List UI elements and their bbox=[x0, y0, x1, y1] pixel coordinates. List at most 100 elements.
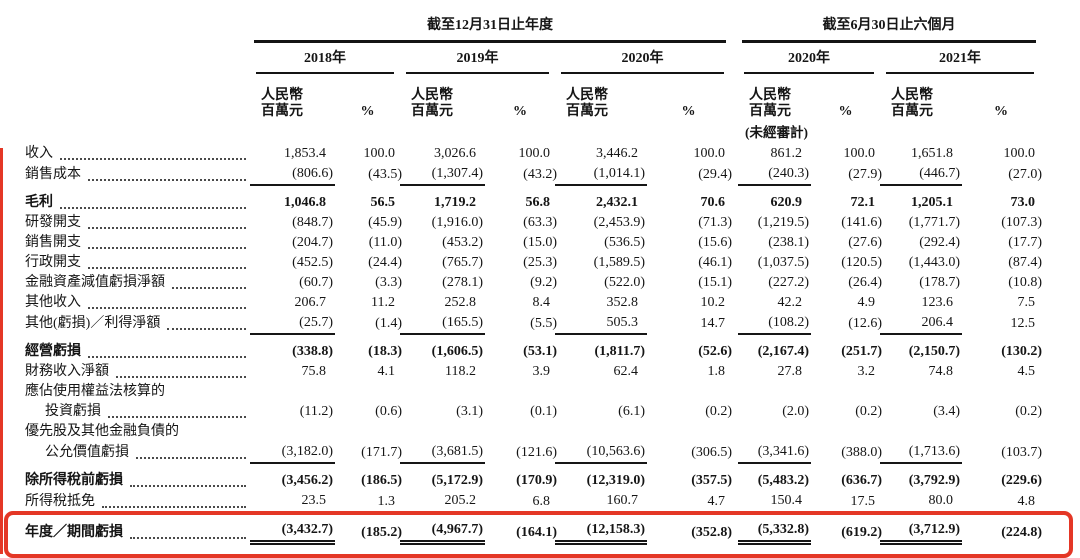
table-row: 行政開支 (452.5) (24.4) (765.7) (25.3) (1,589.5) (… bbox=[0, 253, 1042, 273]
row-label-text: 所得稅抵免 bbox=[25, 494, 95, 509]
cell-value: 3.2 bbox=[857, 364, 876, 379]
cell-value: (46.1) bbox=[698, 255, 733, 270]
year-header-row: 2018年 2019年 2020年 2020年 2021年 bbox=[0, 44, 1040, 76]
cell-value: (224.8) bbox=[1001, 524, 1043, 540]
percent-cell: (27.6) bbox=[811, 233, 882, 253]
cell-value: (3,182.0) bbox=[281, 444, 333, 459]
cell-value: (452.5) bbox=[292, 255, 333, 270]
cell-value: (3,792.9) bbox=[908, 473, 961, 488]
cell-value: 505.3 bbox=[606, 315, 639, 330]
cell-value: 352.8 bbox=[606, 295, 639, 310]
row-label: 公允價值虧損 bbox=[0, 442, 250, 464]
row-label-text: 應佔使用權益法核算的 bbox=[25, 384, 165, 399]
percent-cell: 56.5 bbox=[335, 193, 400, 213]
percent-cell: (120.5) bbox=[811, 253, 883, 273]
percent-cell: (27.0) bbox=[962, 164, 1043, 186]
percent-cell: (26.4) bbox=[811, 273, 882, 293]
cell-value: (292.4) bbox=[919, 235, 961, 250]
row-label: 銷售開支 bbox=[0, 233, 250, 253]
amount-cell: (3,681.5) bbox=[400, 442, 485, 464]
amount-cell: (1,307.4) bbox=[400, 164, 485, 186]
cell-value: 160.7 bbox=[606, 493, 639, 508]
cell-value: (185.2) bbox=[361, 524, 402, 540]
spacer-row bbox=[0, 335, 1040, 342]
percent-cell: 10.2 bbox=[647, 293, 730, 313]
cell-value: 12.5 bbox=[1010, 316, 1036, 331]
table-row: 收入 1,853.4 100.0 3,026.6 100.0 3,446.2 100.0 86… bbox=[0, 144, 1040, 164]
cell-value: (2.0) bbox=[782, 404, 810, 419]
cell-value: (165.5) bbox=[442, 315, 483, 330]
dot-leader bbox=[88, 165, 246, 181]
cell-value: (6.1) bbox=[618, 404, 645, 419]
percent-header: % bbox=[681, 104, 696, 119]
cell-value: 56.5 bbox=[370, 195, 396, 210]
cell-value: (0.6) bbox=[375, 404, 402, 419]
percent-header: % bbox=[513, 104, 527, 119]
cell-value: 1,853.4 bbox=[284, 146, 326, 161]
cell-value: (120.5) bbox=[841, 255, 883, 270]
cell-value: (43.5) bbox=[368, 167, 402, 182]
percent-cell: (0.2) bbox=[811, 402, 882, 422]
cell-value: (15.0) bbox=[523, 235, 557, 250]
amount-cell: 3,026.6 bbox=[400, 144, 485, 164]
row-label: 財務收入淨額 bbox=[0, 362, 250, 382]
cell-value: (1,037.5) bbox=[757, 255, 810, 270]
amount-cell: 42.2 bbox=[738, 293, 811, 313]
amount-cell: 620.9 bbox=[738, 193, 811, 213]
cell-value: 3,026.6 bbox=[434, 146, 476, 161]
cell-value: (15.6) bbox=[698, 235, 733, 250]
cell-value: 7.5 bbox=[1017, 295, 1036, 310]
cell-value: 17.5 bbox=[850, 494, 876, 509]
percent-cell: 100.0 bbox=[811, 144, 880, 164]
table-row: 銷售開支 (204.7) (11.0) (453.2) (15.0) (536.5) (15… bbox=[0, 233, 1042, 253]
cell-value: 3.9 bbox=[532, 364, 551, 379]
cell-value: (619.2) bbox=[841, 524, 883, 540]
cell-value: 100.0 bbox=[693, 146, 726, 161]
percent-cell: (25.3) bbox=[485, 253, 557, 273]
amount-cell: (2,167.4) bbox=[738, 342, 811, 362]
amount-cell: 1,205.1 bbox=[880, 193, 962, 213]
cell-value: 1,719.2 bbox=[434, 195, 476, 210]
percent-cell: (121.6) bbox=[485, 442, 557, 464]
table-row: 金融資產減值虧損淨額 (60.7) (3.3) (278.1) (9.2) (522.0)… bbox=[0, 273, 1042, 293]
row-label-text: 財務收入淨額 bbox=[25, 364, 109, 379]
amount-cell: (1,606.5) bbox=[400, 342, 485, 362]
amount-cell: 150.4 bbox=[738, 491, 812, 513]
percent-cell: (619.2) bbox=[811, 520, 883, 545]
cell-value: 4.5 bbox=[1017, 364, 1036, 379]
cell-value: (45.9) bbox=[368, 215, 402, 230]
percent-cell: 70.6 bbox=[647, 193, 730, 213]
cell-value: (0.1) bbox=[530, 404, 557, 419]
percent-cell: (306.5) bbox=[647, 442, 732, 464]
cell-value: (178.7) bbox=[919, 275, 961, 290]
gap-cell bbox=[730, 193, 738, 213]
cell-value: (806.6) bbox=[292, 166, 333, 181]
amount-cell: (5,483.2) bbox=[738, 471, 811, 491]
unit-header: 人民幣 百萬元 bbox=[749, 88, 792, 119]
cell-value: (3,712.9) bbox=[908, 522, 961, 537]
cell-value: (278.1) bbox=[442, 275, 483, 290]
cell-value: (170.9) bbox=[516, 473, 557, 488]
percent-cell: (0.2) bbox=[962, 402, 1043, 422]
amount-cell: (522.0) bbox=[555, 273, 647, 293]
amount-cell: (1,811.7) bbox=[555, 342, 647, 362]
cell-value: (186.5) bbox=[361, 473, 402, 488]
percent-cell: (18.3) bbox=[335, 342, 402, 362]
row-label-text: 年度／期間虧損 bbox=[25, 524, 123, 540]
percent-header: % bbox=[838, 104, 853, 119]
cell-value: (29.4) bbox=[698, 167, 733, 182]
row-label-text: 收入 bbox=[25, 146, 53, 161]
cell-value: (27.0) bbox=[1008, 167, 1043, 182]
row-label: 經營虧損 bbox=[0, 342, 250, 362]
amount-cell: 352.8 bbox=[555, 293, 647, 313]
percent-cell: (352.8) bbox=[647, 520, 732, 545]
amount-cell: (1,771.7) bbox=[880, 213, 962, 233]
cell-value: 861.2 bbox=[770, 146, 803, 161]
amount-cell: (5,332.8) bbox=[738, 520, 812, 545]
unit-header: 人民幣 百萬元 bbox=[411, 88, 453, 119]
unaudited-note: (未經審計) bbox=[745, 125, 809, 140]
cell-value: (2,167.4) bbox=[757, 344, 810, 359]
cell-value: (0.2) bbox=[1015, 404, 1043, 419]
cell-value: (848.7) bbox=[292, 215, 333, 230]
percent-cell: (0.6) bbox=[335, 402, 402, 422]
